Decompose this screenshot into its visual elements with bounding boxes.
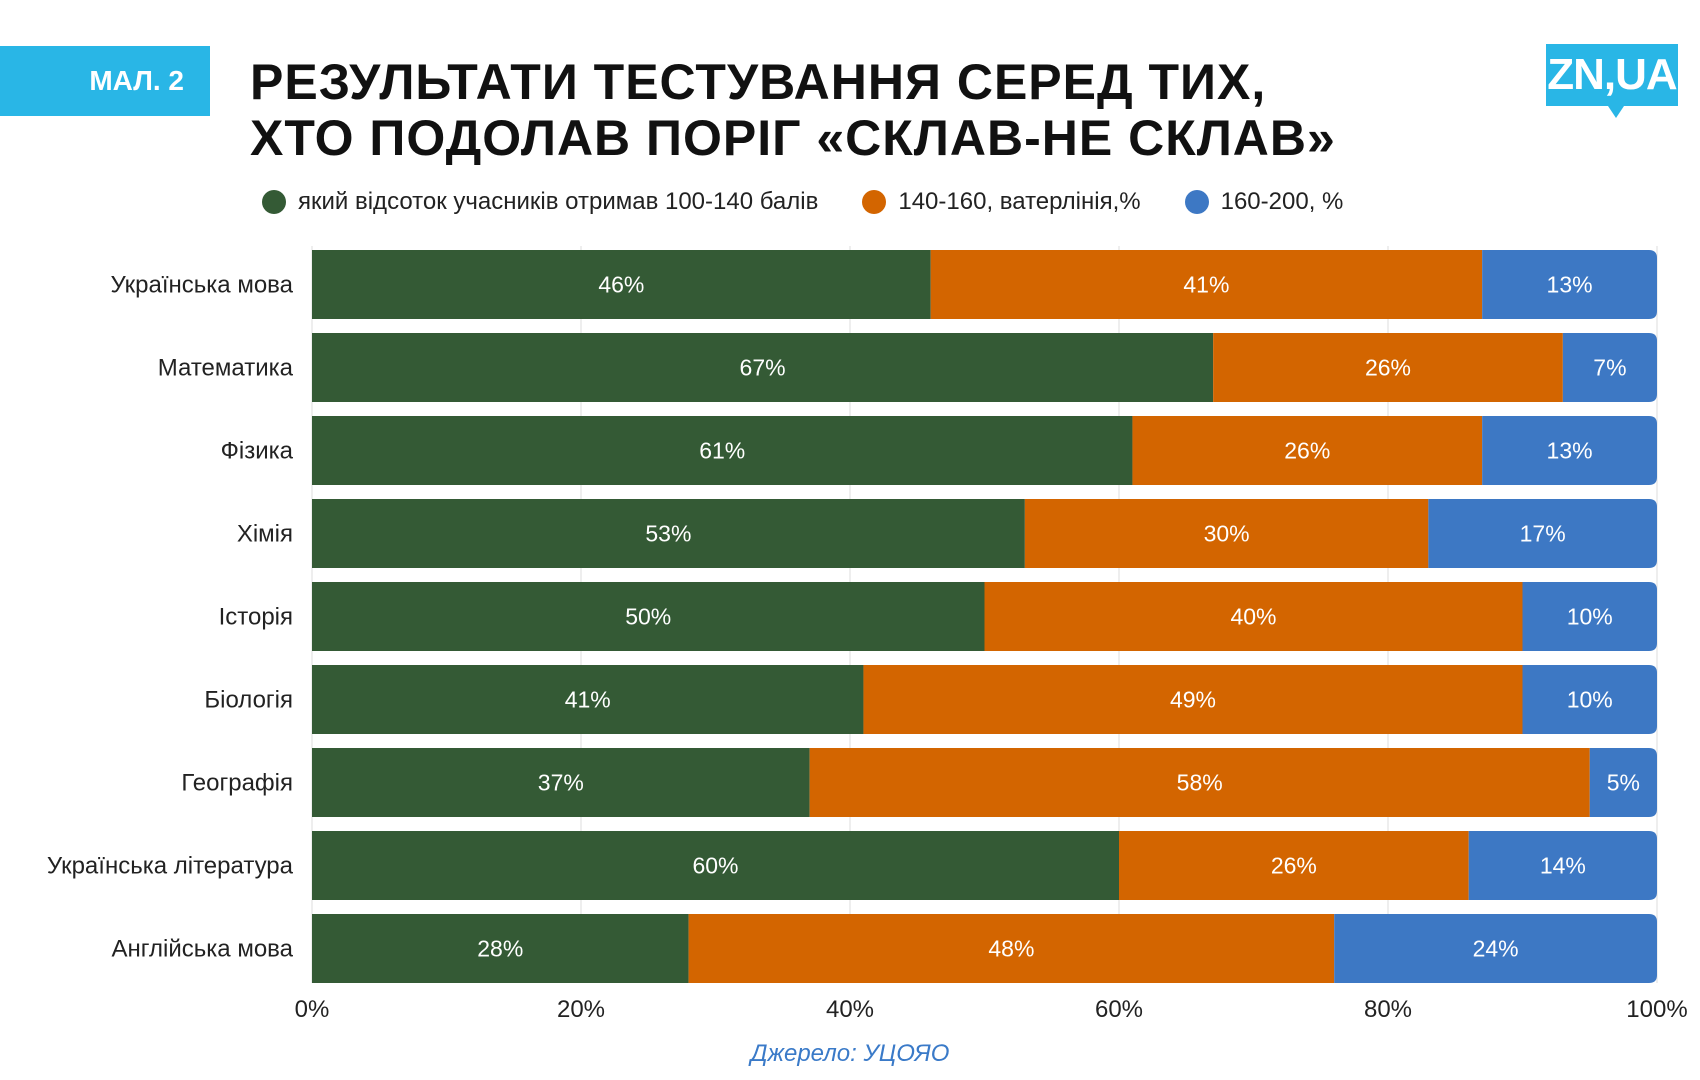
bar-segment [312, 748, 810, 817]
legend-label: 160-200, % [1220, 188, 1344, 215]
bar-segment [1132, 416, 1483, 485]
category-label: Українська література [47, 853, 294, 880]
chart-title-line-1: РЕЗУЛЬТАТИ ТЕСТУВАННЯ СЕРЕД ТИХ, [250, 54, 1267, 110]
x-tick-label: 100% [1626, 996, 1687, 1023]
bar-segment [1468, 831, 1657, 900]
data-label: 26% [1284, 438, 1330, 464]
bar-segment [312, 914, 689, 983]
bar-segment [1589, 748, 1657, 817]
data-label: 61% [699, 438, 745, 464]
x-tick-label: 60% [1095, 996, 1143, 1023]
source-note: Джерело: УЦОЯО [750, 1040, 950, 1067]
figure-badge: МАЛ. 2 [0, 46, 210, 116]
category-label: Географія [181, 770, 293, 797]
data-label: 58% [1177, 770, 1223, 796]
data-label: 14% [1540, 853, 1586, 879]
data-label: 49% [1170, 687, 1216, 713]
bar-segment [1213, 333, 1563, 402]
chart-title: РЕЗУЛЬТАТИ ТЕСТУВАННЯ СЕРЕД ТИХ, ХТО ПОД… [250, 54, 1450, 166]
bar-segment [312, 665, 864, 734]
legend-item-green: який відсоток учасників отримав 100-140 … [262, 188, 818, 216]
data-label: 5% [1607, 770, 1640, 796]
bar-segment [1482, 250, 1657, 319]
data-label: 53% [645, 521, 691, 547]
data-label: 67% [740, 355, 786, 381]
data-label: 10% [1567, 687, 1613, 713]
data-label: 40% [1230, 604, 1276, 630]
x-tick-label: 80% [1364, 996, 1412, 1023]
bar-segment [312, 831, 1119, 900]
data-label: 17% [1520, 521, 1566, 547]
data-label: 7% [1593, 355, 1626, 381]
data-label: 41% [1183, 272, 1229, 298]
legend-dot-green [262, 190, 286, 214]
zn-ua-logo: ZN,UA [1546, 44, 1678, 118]
data-label: 60% [692, 853, 738, 879]
bar-segment [863, 665, 1523, 734]
legend-label: який відсоток учасників отримав 100-140 … [298, 188, 819, 215]
category-label: Хімія [237, 521, 293, 548]
category-label: Історія [219, 604, 293, 631]
bar-segment [984, 582, 1523, 651]
x-tick-label: 0% [295, 996, 330, 1023]
legend-item-blue: 160-200, % [1184, 188, 1344, 216]
data-label: 50% [625, 604, 671, 630]
bar-segment [312, 582, 985, 651]
bar-segment [930, 250, 1483, 319]
bar-segment [688, 914, 1335, 983]
category-label: Фізика [221, 438, 294, 465]
bar-segment [1334, 914, 1657, 983]
category-label: Біологія [204, 687, 293, 714]
legend-dot-orange [862, 190, 887, 214]
data-label: 30% [1204, 521, 1250, 547]
data-label: 37% [538, 770, 584, 796]
bar-segment [312, 333, 1214, 402]
bar-segment [1522, 665, 1657, 734]
chart-legend: який відсоток учасників отримав 100-140 … [262, 188, 1387, 216]
bar-segment [1482, 416, 1657, 485]
bar-segment [1428, 499, 1657, 568]
bar-segment [1024, 499, 1429, 568]
category-label: Математика [158, 355, 294, 382]
bar-segment [809, 748, 1590, 817]
data-label: 24% [1473, 936, 1519, 962]
x-tick-label: 20% [557, 996, 605, 1023]
legend-label: 140-160, ватерлінія,% [898, 188, 1141, 215]
chart-title-line-2: ХТО ПОДОЛАВ ПОРІГ «СКЛАВ-НЕ СКЛАВ» [250, 110, 1336, 166]
bar-segment [312, 250, 931, 319]
bar-segment [312, 416, 1133, 485]
data-label: 26% [1365, 355, 1411, 381]
stacked-bar-chart: 0% 20% 40% 60% 80% 100% Українська мова 46% 41% 1… [47, 246, 1688, 1023]
data-label: 10% [1567, 604, 1613, 630]
bar-segment [1119, 831, 1469, 900]
data-label: 26% [1271, 853, 1317, 879]
data-label: 13% [1547, 272, 1593, 298]
data-label: 13% [1547, 438, 1593, 464]
bar-segment [1522, 582, 1657, 651]
legend-dot-blue [1184, 190, 1209, 214]
data-label: 41% [565, 687, 611, 713]
bar-segment [1562, 333, 1657, 402]
category-label: Англійська мова [112, 936, 294, 963]
legend-item-orange: 140-160, ватерлінія,% [862, 188, 1141, 216]
x-tick-label: 40% [826, 996, 874, 1023]
category-label: Українська мова [110, 272, 293, 299]
bar-segment [312, 499, 1025, 568]
data-label: 48% [988, 936, 1034, 962]
data-label: 28% [477, 936, 523, 962]
data-label: 46% [598, 272, 644, 298]
